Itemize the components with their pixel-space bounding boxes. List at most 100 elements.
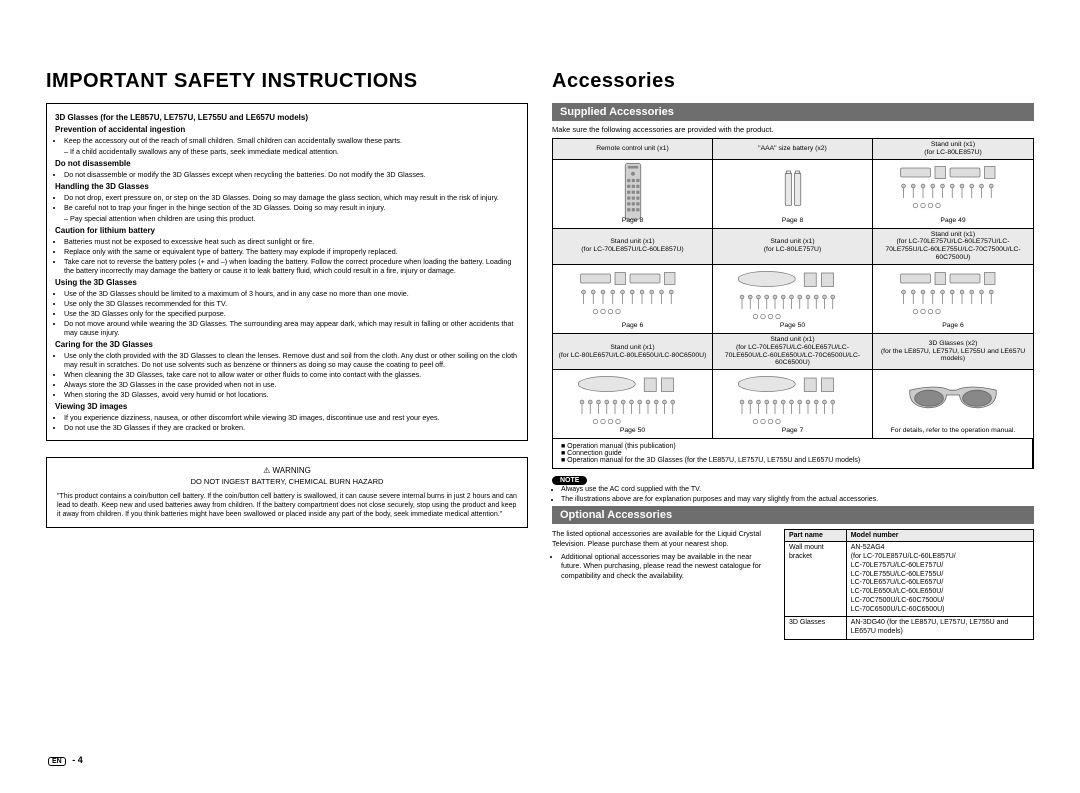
- bullet-item: Do not use the 3D Glasses if they are cr…: [64, 423, 519, 432]
- accessories-heading: Accessories: [552, 70, 1034, 93]
- note-block: NOTE Always use the AC cord supplied wit…: [552, 475, 1034, 504]
- opt-bullet: Additional optional accessories may be a…: [561, 552, 770, 580]
- page-number: EN - 4: [48, 755, 83, 765]
- bullet-list: Use of the 3D Glasses should be limited …: [55, 289, 519, 337]
- grid-cell-body: Page 7: [713, 370, 873, 439]
- optional-text: The listed optional accessories are avai…: [552, 529, 770, 582]
- safety-sections: Prevention of accidental ingestionKeep t…: [55, 125, 519, 432]
- accessory-icon: [716, 162, 869, 216]
- bullet-item: Use only the cloth provided with the 3D …: [64, 351, 519, 369]
- bullet-list: Do not disassemble or modify the 3D Glas…: [55, 170, 519, 179]
- optional-table: Part name Model number Wall mount bracke…: [784, 529, 1034, 640]
- opt-th-part: Part name: [785, 530, 847, 542]
- grid-cell-foot: For details, refer to the operation manu…: [876, 426, 1030, 436]
- grid-cell-body: Page 49: [873, 160, 1033, 229]
- section-title: Do not disassemble: [55, 159, 519, 169]
- warning-subtitle: DO NOT INGEST BATTERY, CHEMICAL BURN HAZ…: [57, 477, 517, 486]
- optional-bar: Optional Accessories: [552, 506, 1034, 524]
- bullet-list: Batteries must not be exposed to excessi…: [55, 237, 519, 275]
- note-item: Always use the AC cord supplied with the…: [561, 485, 1034, 494]
- bullet-item: Do not drop, exert pressure on, or step …: [64, 193, 519, 202]
- grid-cell-body: Page 6: [873, 265, 1033, 334]
- grid-cell-foot: Page 8: [556, 216, 709, 226]
- accessory-icon: [876, 372, 1030, 426]
- bullet-item: When cleaning the 3D Glasses, take care …: [64, 370, 519, 379]
- grid-cell-head: Stand unit (x1)(for LC-80LE857U): [873, 139, 1033, 160]
- grid-cell-head: Stand unit (x1)(for LC-70LE657U/LC-60LE6…: [713, 334, 873, 370]
- bullet-item: Be careful not to trap your finger in th…: [64, 203, 519, 212]
- grid-cell-body: Page 8: [713, 160, 873, 229]
- grid-cell-foot: Page 6: [556, 321, 709, 331]
- bullet-item: Do not move around while wearing the 3D …: [64, 319, 519, 337]
- accessory-icon: [556, 162, 709, 216]
- grid-cell-body: Page 50: [713, 265, 873, 334]
- grid-cell-head: Stand unit (x1)(for LC-70LE857U/LC-60LE8…: [553, 229, 713, 265]
- optional-wrap: The listed optional accessories are avai…: [552, 529, 1034, 640]
- intro-title: 3D Glasses (for the LE857U, LE757U, LE75…: [55, 113, 519, 122]
- grid-footer: ■ Operation manual (this publication)■ C…: [553, 439, 1033, 468]
- page-num-value: 4: [78, 755, 83, 765]
- warning-box: WARNING DO NOT INGEST BATTERY, CHEMICAL …: [46, 457, 528, 528]
- bullet-item: When storing the 3D Glasses, avoid very …: [64, 390, 519, 399]
- grid-cell-foot: Page 6: [876, 321, 1030, 331]
- dash-list: Pay special attention when children are …: [55, 214, 519, 223]
- grid-cell-head: Stand unit (x1)(for LC-80LE757U): [713, 229, 873, 265]
- bullet-list: Do not drop, exert pressure on, or step …: [55, 193, 519, 212]
- opt-cell: 3D Glasses: [785, 617, 847, 640]
- bullet-list: If you experience dizziness, nausea, or …: [55, 413, 519, 432]
- opt-th-model: Model number: [846, 530, 1033, 542]
- accessory-icon: [716, 372, 869, 426]
- accessory-icon: [876, 267, 1030, 321]
- accessory-icon: [716, 267, 869, 321]
- supplied-bar: Supplied Accessories: [552, 103, 1034, 121]
- warning-label: WARNING: [57, 466, 517, 475]
- bullet-item: Take care not to reverse the battery pol…: [64, 257, 519, 275]
- bullet-item: Batteries must not be exposed to excessi…: [64, 237, 519, 246]
- safety-box: 3D Glasses (for the LE857U, LE757U, LE75…: [46, 103, 528, 441]
- section-title: Caring for the 3D Glasses: [55, 340, 519, 350]
- bullet-item: Always store the 3D Glasses in the case …: [64, 380, 519, 389]
- grid-cell-foot: Page 49: [876, 216, 1030, 226]
- bullet-item: Use only the 3D Glasses recommended for …: [64, 299, 519, 308]
- section-title: Handling the 3D Glasses: [55, 182, 519, 192]
- grid-cell-head: Remote control unit (x1): [553, 139, 713, 160]
- note-list: Always use the AC cord supplied with the…: [552, 485, 1034, 504]
- bullet-list: Keep the accessory out of the reach of s…: [55, 136, 519, 145]
- bullet-item: Do not disassemble or modify the 3D Glas…: [64, 170, 519, 179]
- opt-cell: Wall mount bracket: [785, 542, 847, 617]
- dash-list: If a child accidentally swallows any of …: [55, 147, 519, 156]
- supplied-intro: Make sure the following accessories are …: [552, 125, 1034, 134]
- note-item: The illustrations above are for explanat…: [561, 495, 1034, 504]
- page-lang: EN: [48, 757, 66, 766]
- left-column: IMPORTANT SAFETY INSTRUCTIONS 3D Glasses…: [46, 70, 528, 763]
- safety-heading: IMPORTANT SAFETY INSTRUCTIONS: [46, 70, 528, 93]
- accessory-icon: [556, 267, 709, 321]
- section-title: Using the 3D Glasses: [55, 278, 519, 288]
- accessory-icon: [876, 162, 1030, 216]
- bullet-item: If you experience dizziness, nausea, or …: [64, 413, 519, 422]
- accessories-grid: Remote control unit (x1)"AAA" size batte…: [552, 138, 1034, 469]
- grid-cell-head: Stand unit (x1)(for LC-70LE757U/LC-60LE7…: [873, 229, 1033, 265]
- warning-body: "This product contains a coin/button cel…: [57, 492, 517, 519]
- accessory-icon: [556, 372, 709, 426]
- optional-intro: The listed optional accessories are avai…: [552, 529, 770, 548]
- grid-cell-head: 3D Glasses (x2)(for the LE857U, LE757U, …: [873, 334, 1033, 370]
- bullet-item: Replace only with the same or equivalent…: [64, 247, 519, 256]
- bullet-item: Use of the 3D Glasses should be limited …: [64, 289, 519, 298]
- note-label: NOTE: [552, 476, 587, 485]
- section-title: Prevention of accidental ingestion: [55, 125, 519, 135]
- grid-cell-body: Page 6: [553, 265, 713, 334]
- section-title: Viewing 3D images: [55, 402, 519, 412]
- grid-cell-foot: Page 8: [716, 216, 869, 226]
- bullet-item: Use the 3D Glasses only for the specifie…: [64, 309, 519, 318]
- grid-cell-body: Page 50: [553, 370, 713, 439]
- grid-cell-head: Stand unit (x1)(for LC-80LE657U/LC-80LE6…: [553, 334, 713, 370]
- grid-cell-body: For details, refer to the operation manu…: [873, 370, 1033, 439]
- bullet-item: Keep the accessory out of the reach of s…: [64, 136, 519, 145]
- grid-cell-head: "AAA" size battery (x2): [713, 139, 873, 160]
- section-title: Caution for lithium battery: [55, 226, 519, 236]
- bullet-list: Use only the cloth provided with the 3D …: [55, 351, 519, 399]
- grid-cell-body: Page 8: [553, 160, 713, 229]
- dash-item: If a child accidentally swallows any of …: [64, 147, 519, 156]
- opt-cell: AN-3DG40 (for the LE857U, LE757U, LE755U…: [846, 617, 1033, 640]
